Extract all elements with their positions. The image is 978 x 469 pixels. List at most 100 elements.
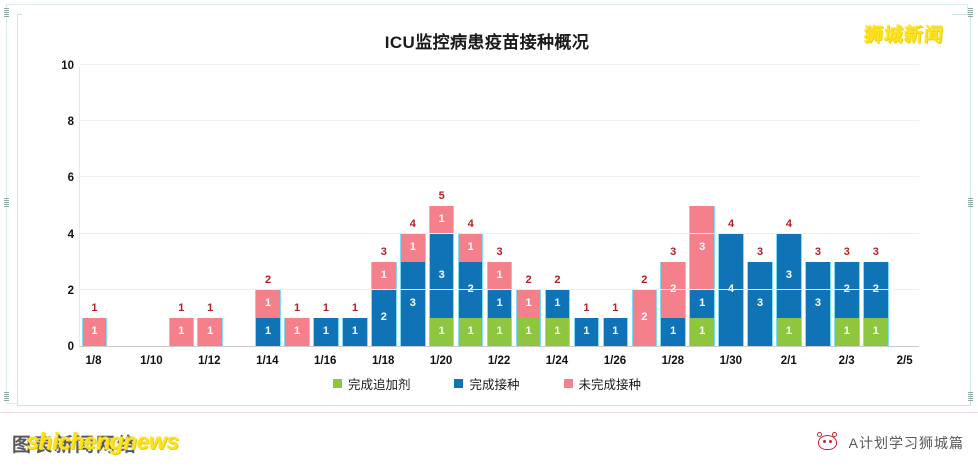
bar-segment[interactable]: 1 xyxy=(168,317,194,346)
bar-segment[interactable]: 1 xyxy=(284,317,310,346)
resize-handle-top-right[interactable] xyxy=(968,8,973,17)
resize-handle-top-left[interactable] xyxy=(4,8,9,17)
bar-segment[interactable]: 1 xyxy=(371,261,397,290)
bar-segment[interactable]: 2 xyxy=(834,261,860,318)
bar-segment[interactable]: 1 xyxy=(457,317,484,346)
bar-stack[interactable]: 1 xyxy=(573,317,600,346)
bar-segment[interactable]: 1 xyxy=(544,289,571,318)
bar-segment[interactable]: 2 xyxy=(371,289,397,346)
bar-segment[interactable]: 1 xyxy=(544,317,571,346)
bar-segment[interactable]: 1 xyxy=(689,317,715,346)
bar-segment[interactable]: 3 xyxy=(689,205,715,290)
legend-item[interactable]: 完成接种 xyxy=(454,374,520,393)
bar-segment[interactable]: 1 xyxy=(428,317,455,346)
bar-segment[interactable]: 1 xyxy=(863,317,889,346)
legend-item[interactable]: 完成追加剂 xyxy=(332,374,410,393)
bar-slot[interactable]: 4311 xyxy=(688,66,717,346)
resize-handle-middle-right[interactable] xyxy=(968,198,973,207)
bar-stack[interactable]: 1 xyxy=(81,317,108,346)
bar-segment[interactable]: 2 xyxy=(863,261,889,318)
bar-stack[interactable]: 21 xyxy=(660,261,686,346)
bar-stack[interactable]: 21 xyxy=(863,261,889,346)
bar-slot[interactable]: 3 21 xyxy=(861,66,890,346)
bar-segment[interactable]: 1 xyxy=(428,205,455,234)
bar-segment[interactable]: 1 xyxy=(342,317,368,346)
bar-segment[interactable]: 1 xyxy=(515,317,542,346)
bar-segment[interactable]: 1 xyxy=(486,261,513,290)
bar-stack[interactable]: 3 xyxy=(805,261,831,346)
bar-segment[interactable]: 1 xyxy=(834,317,860,346)
bar-stack[interactable]: 1 xyxy=(197,317,223,346)
bar-segment[interactable]: 1 xyxy=(255,317,281,346)
bar-stack[interactable]: 1 xyxy=(602,317,629,346)
resize-handle-bottom-right[interactable] xyxy=(968,392,973,401)
bar-stack[interactable]: 1 xyxy=(168,317,194,346)
bar-segment[interactable]: 1 xyxy=(573,317,600,346)
bar-segment[interactable]: 2 xyxy=(660,261,686,318)
bar-slot[interactable] xyxy=(890,66,919,346)
bar-segment[interactable]: 2 xyxy=(457,261,484,318)
bar-segment[interactable]: 1 xyxy=(602,317,629,346)
bar-slot[interactable] xyxy=(138,66,167,346)
bar-segment[interactable]: 3 xyxy=(400,261,426,346)
bar-slot[interactable]: 3 21 xyxy=(659,66,688,346)
resize-handle-bottom-left[interactable] xyxy=(4,392,9,401)
bar-segment[interactable]: 3 xyxy=(776,233,802,318)
bar-segment[interactable]: 2 xyxy=(631,289,657,346)
bar-segment[interactable]: 1 xyxy=(515,289,542,318)
bar-stack[interactable]: 1 xyxy=(284,317,310,346)
bar-segment[interactable]: 3 xyxy=(805,261,831,346)
bar-segment[interactable]: 1 xyxy=(776,317,802,346)
bar-stack[interactable]: 121 xyxy=(457,233,484,346)
bar-segment[interactable]: 1 xyxy=(313,317,339,346)
bar-segment[interactable]: 1 xyxy=(400,233,426,262)
bar-segment[interactable]: 1 xyxy=(197,317,223,346)
bar-segment[interactable]: 1 xyxy=(486,317,513,346)
bar-segment[interactable]: 1 xyxy=(255,289,281,318)
bar-stack[interactable]: 2 xyxy=(631,289,657,346)
bar-slot[interactable]: 3 21 xyxy=(832,66,861,346)
bar-slot[interactable] xyxy=(225,66,254,346)
bar-stack[interactable]: 1 xyxy=(342,317,368,346)
bar-slot[interactable]: 4 121 xyxy=(456,66,485,346)
resize-handle-middle-left[interactable] xyxy=(4,198,9,207)
bar-stack[interactable]: 21 xyxy=(834,261,860,346)
bar-slot[interactable]: 44 xyxy=(717,66,746,346)
bar-segment[interactable]: 1 xyxy=(486,289,513,318)
bar-segment[interactable]: 1 xyxy=(457,233,484,262)
bar-stack[interactable]: 1 xyxy=(313,317,339,346)
bar-segment[interactable]: 1 xyxy=(660,317,686,346)
bar-segment[interactable]: 1 xyxy=(81,317,108,346)
legend-item[interactable]: 未完成接种 xyxy=(563,374,641,393)
bar-segment[interactable]: 3 xyxy=(428,233,455,318)
bar-stack[interactable]: 3 xyxy=(747,261,773,346)
bar-segment[interactable]: 3 xyxy=(747,261,773,346)
